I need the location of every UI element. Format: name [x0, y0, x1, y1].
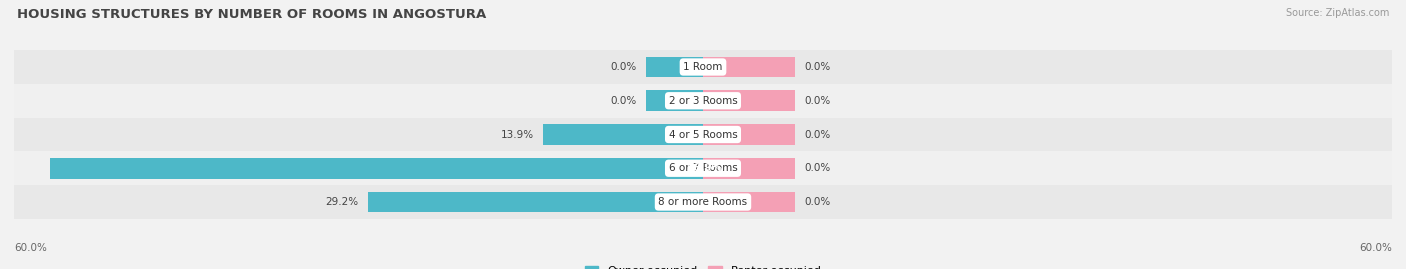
- Text: 29.2%: 29.2%: [325, 197, 359, 207]
- Bar: [703, 124, 794, 145]
- Text: 0.0%: 0.0%: [804, 163, 831, 173]
- Bar: [543, 124, 703, 145]
- Text: 8 or more Rooms: 8 or more Rooms: [658, 197, 748, 207]
- Bar: [645, 90, 703, 111]
- Text: 0.0%: 0.0%: [610, 96, 637, 106]
- Bar: [703, 192, 794, 213]
- Text: 13.9%: 13.9%: [501, 129, 534, 140]
- Text: 1 Room: 1 Room: [683, 62, 723, 72]
- Text: 6 or 7 Rooms: 6 or 7 Rooms: [669, 163, 737, 173]
- Bar: [645, 56, 703, 77]
- Text: 56.9%: 56.9%: [686, 163, 721, 173]
- Bar: [49, 158, 703, 179]
- Text: 60.0%: 60.0%: [14, 243, 46, 253]
- Text: Source: ZipAtlas.com: Source: ZipAtlas.com: [1285, 8, 1389, 18]
- Text: 0.0%: 0.0%: [804, 96, 831, 106]
- Bar: [703, 56, 794, 77]
- Text: HOUSING STRUCTURES BY NUMBER OF ROOMS IN ANGOSTURA: HOUSING STRUCTURES BY NUMBER OF ROOMS IN…: [17, 8, 486, 21]
- Bar: [368, 192, 703, 213]
- Legend: Owner-occupied, Renter-occupied: Owner-occupied, Renter-occupied: [581, 261, 825, 269]
- Text: 0.0%: 0.0%: [804, 62, 831, 72]
- Bar: [14, 84, 1392, 118]
- Bar: [703, 158, 794, 179]
- Text: 4 or 5 Rooms: 4 or 5 Rooms: [669, 129, 737, 140]
- Bar: [703, 90, 794, 111]
- Bar: [14, 151, 1392, 185]
- Text: 2 or 3 Rooms: 2 or 3 Rooms: [669, 96, 737, 106]
- Text: 0.0%: 0.0%: [804, 129, 831, 140]
- Bar: [14, 50, 1392, 84]
- Text: 0.0%: 0.0%: [610, 62, 637, 72]
- Text: 0.0%: 0.0%: [804, 197, 831, 207]
- Bar: [14, 185, 1392, 219]
- Bar: [14, 118, 1392, 151]
- Text: 60.0%: 60.0%: [1360, 243, 1392, 253]
